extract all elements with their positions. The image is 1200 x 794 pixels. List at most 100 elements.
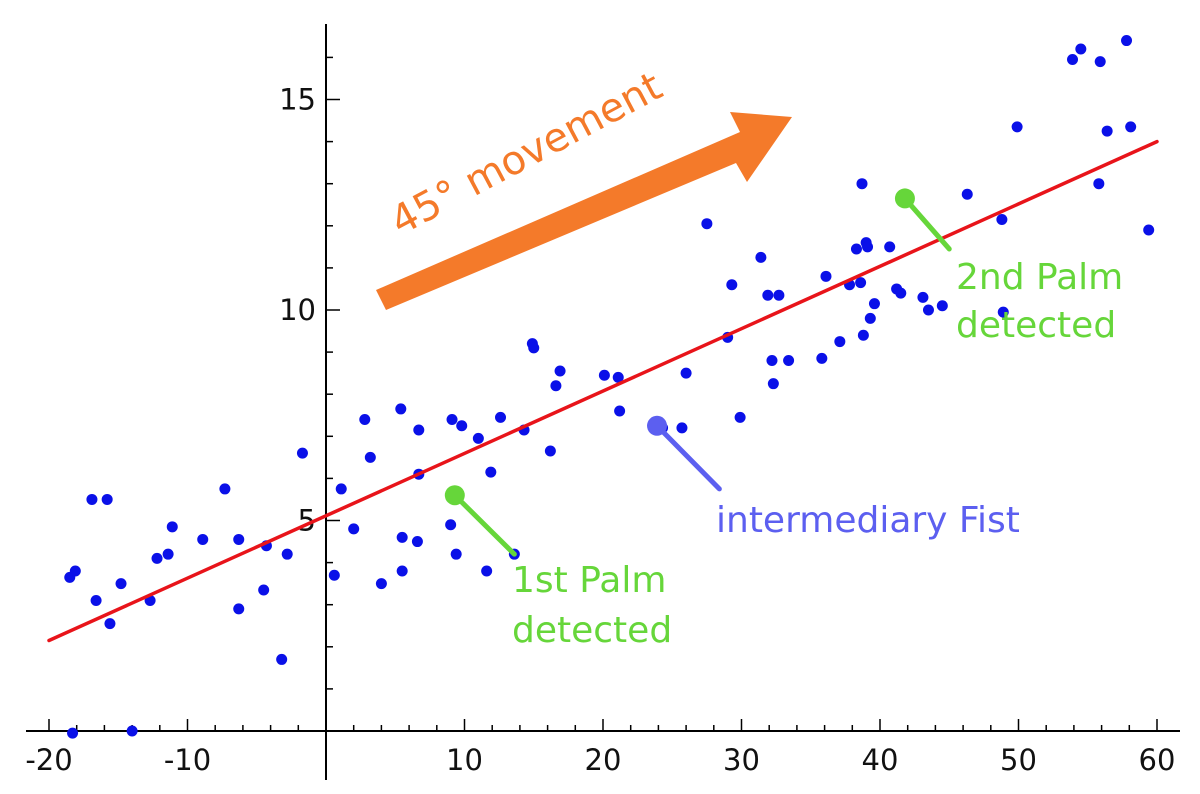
data-point (726, 279, 738, 291)
data-point (411, 536, 423, 548)
data-point (67, 727, 79, 739)
y-tick-label: 5 (298, 504, 316, 538)
x-tick-label: -20 (25, 743, 72, 777)
regression-line (47, 139, 1159, 643)
data-point (755, 251, 767, 263)
data-point (90, 594, 102, 606)
data-point (396, 531, 408, 543)
data-point (762, 289, 774, 301)
data-point (816, 352, 828, 364)
movement-arrow (376, 112, 792, 310)
data-point (868, 298, 880, 310)
data-point (767, 378, 779, 390)
data-point (104, 618, 116, 630)
data-point (1067, 54, 1079, 66)
data-point (1121, 35, 1133, 47)
data-point (554, 365, 566, 377)
data-point (820, 270, 832, 282)
data-point (936, 300, 948, 312)
y-tick-label: 10 (279, 293, 316, 327)
data-point (395, 403, 407, 415)
data-point (598, 369, 610, 381)
data-point (348, 523, 360, 535)
data-point (766, 355, 778, 367)
palm-2-pointer-line (902, 195, 952, 252)
data-point (856, 178, 868, 190)
palm-2-label-line: 2nd Palm (956, 257, 1123, 298)
data-point (364, 451, 376, 463)
data-point (855, 277, 867, 289)
data-point (961, 188, 973, 200)
x-tick-label: 40 (862, 743, 899, 777)
data-point (680, 367, 692, 379)
x-tick-label: 60 (1139, 743, 1176, 777)
data-point (1094, 56, 1106, 68)
data-point (126, 725, 138, 737)
data-point (614, 405, 626, 417)
data-point (528, 342, 540, 354)
data-point (862, 241, 874, 253)
regression-line-group (47, 139, 1159, 643)
data-point (335, 483, 347, 495)
y-tick-label: 15 (279, 83, 316, 117)
axes: -20 -10 10 20 30 40 50 60 5 10 15 (25, 24, 1180, 780)
data-point (151, 552, 163, 564)
data-point (495, 411, 507, 423)
data-point (276, 653, 288, 665)
data-point (485, 466, 497, 478)
data-point (197, 533, 209, 545)
data-point (834, 336, 846, 348)
data-point (69, 565, 81, 577)
data-point (86, 493, 98, 505)
data-point (472, 432, 484, 444)
fist-marker (647, 415, 668, 436)
data-point (233, 603, 245, 615)
fist-label-line: intermediary Fist (716, 500, 1020, 541)
data-point (359, 413, 371, 425)
data-point (219, 483, 231, 495)
data-point (773, 289, 785, 301)
data-point (850, 243, 862, 255)
palm-1-label-line: 1st Palm (512, 560, 666, 601)
data-point (701, 218, 713, 230)
data-point (550, 380, 562, 392)
data-point (101, 493, 113, 505)
data-point (734, 411, 746, 423)
data-point (328, 569, 340, 581)
x-tick-label: 20 (585, 743, 622, 777)
palm-1-marker (444, 485, 465, 506)
data-point (884, 241, 896, 253)
movement-label: 45° movement (383, 63, 669, 244)
palm-2-marker (894, 188, 915, 209)
annotations: 1st Palm detected 2nd Palm detected intermed… (444, 188, 1123, 651)
data-point (233, 533, 245, 545)
data-point (258, 584, 270, 596)
data-point (1011, 121, 1023, 133)
data-point (544, 445, 556, 457)
x-tick-label: 10 (446, 743, 483, 777)
x-tick-label: 30 (723, 743, 760, 777)
data-point (864, 312, 876, 324)
data-point (166, 521, 178, 533)
data-point (1125, 121, 1137, 133)
movement-arrow-group: 45° movement (376, 63, 792, 310)
data-point (857, 329, 869, 341)
data-point (115, 578, 127, 590)
palm-1-pointer-line (452, 492, 517, 557)
data-point (450, 548, 462, 560)
data-point (481, 565, 493, 577)
data-point (1075, 43, 1087, 55)
data-point (676, 422, 688, 434)
data-point (1101, 125, 1113, 137)
palm-1-label-line: detected (512, 610, 672, 651)
data-point (895, 287, 907, 299)
data-point (281, 548, 293, 560)
data-point (997, 306, 1009, 318)
data-point (445, 519, 457, 531)
data-point (296, 447, 308, 459)
data-point (446, 413, 458, 425)
data-point (922, 304, 934, 316)
data-point (783, 355, 795, 367)
data-point (375, 578, 387, 590)
